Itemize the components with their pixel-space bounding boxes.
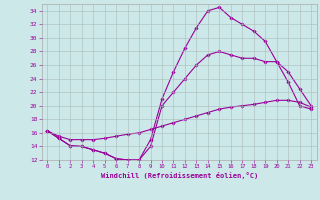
X-axis label: Windchill (Refroidissement éolien,°C): Windchill (Refroidissement éolien,°C) xyxy=(100,172,258,179)
